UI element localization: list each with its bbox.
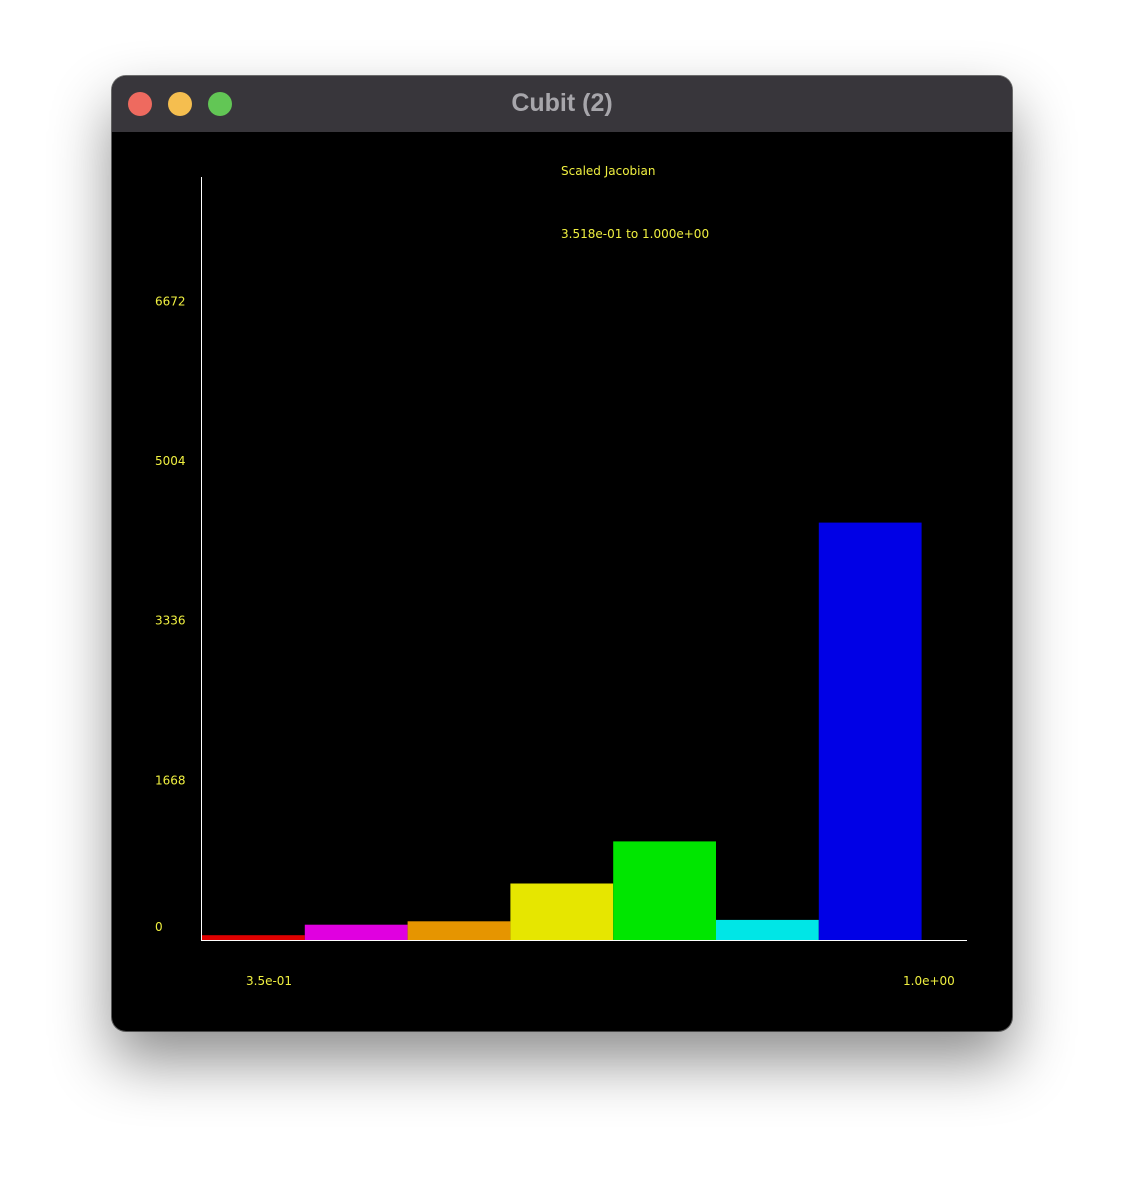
y-tick-label: 6672 xyxy=(155,294,186,308)
app-window: Cubit (2) Scaled Jacobian 3.518e-01 to 1… xyxy=(112,76,1012,1031)
histogram-bar-1 xyxy=(202,935,305,940)
title-bar[interactable]: Cubit (2) xyxy=(112,76,1012,132)
y-tick-label: 1668 xyxy=(155,773,186,787)
histogram-bar-3 xyxy=(407,921,511,940)
minimize-button[interactable] xyxy=(168,92,192,116)
maximize-button[interactable] xyxy=(208,92,232,116)
x-min-label: 3.5e-01 xyxy=(246,974,292,988)
y-tick-labels: 0 1668 3336 5004 6672 xyxy=(155,294,186,934)
y-tick-label: 5004 xyxy=(155,454,186,468)
histogram-bar-4 xyxy=(510,883,614,940)
histogram-bars xyxy=(202,522,922,940)
y-tick-label: 0 xyxy=(155,920,163,934)
histogram-bar-7 xyxy=(818,522,922,940)
x-max-label: 1.0e+00 xyxy=(903,974,955,988)
histogram-bar-5 xyxy=(613,841,716,940)
histogram-plot-area: Scaled Jacobian 3.518e-01 to 1.000e+00 0… xyxy=(112,132,1012,1031)
histogram-bar-2 xyxy=(304,924,408,940)
histogram-chart: Scaled Jacobian 3.518e-01 to 1.000e+00 0… xyxy=(155,164,967,988)
window-title: Cubit (2) xyxy=(511,89,613,117)
y-tick-label: 3336 xyxy=(155,614,186,628)
chart-title: Scaled Jacobian xyxy=(561,164,655,178)
chart-range-subtitle: 3.518e-01 to 1.000e+00 xyxy=(561,227,709,241)
close-button[interactable] xyxy=(128,92,152,116)
histogram-bar-6 xyxy=(716,919,819,940)
